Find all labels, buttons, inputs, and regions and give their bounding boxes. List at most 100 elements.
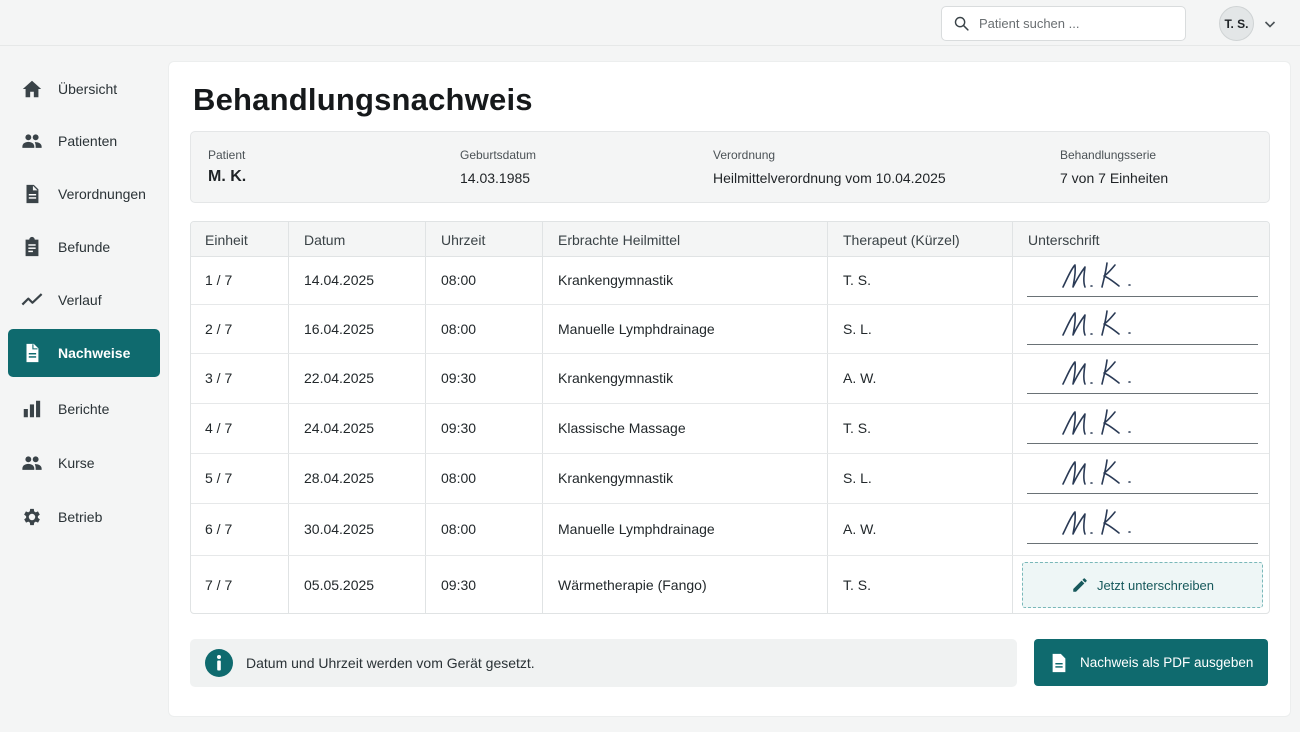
cell-datum: 05.05.2025 bbox=[304, 577, 375, 593]
sidebar-item-label: Betrieb bbox=[58, 509, 103, 525]
patient-search[interactable] bbox=[941, 6, 1186, 41]
pencil-icon bbox=[1073, 578, 1087, 592]
column-header-unterschrift: Unterschrift bbox=[1028, 232, 1100, 248]
prescription-info: Verordnung Heilmittelverordnung vom 10.0… bbox=[713, 148, 946, 186]
cell-datum: 30.04.2025 bbox=[304, 521, 375, 537]
patient-label: Patient bbox=[208, 148, 246, 162]
table-row: 1 / 7 14.04.2025 08:00 Krankengymnastik T. S… bbox=[191, 257, 1269, 305]
cell-uhrzeit: 09:30 bbox=[441, 577, 477, 593]
export-pdf-button[interactable]: Nachweis als PDF ausgeben bbox=[1034, 639, 1268, 686]
sidebar-item-label: Patienten bbox=[58, 133, 118, 149]
sidebar-item-verordnungen[interactable]: Verordnungen bbox=[8, 170, 160, 218]
cell-uhrzeit: 08:00 bbox=[441, 470, 477, 486]
export-pdf-label: Nachweis als PDF ausgeben bbox=[1080, 655, 1254, 670]
sidebar-item-patienten[interactable]: Patienten bbox=[8, 117, 160, 165]
signature-line bbox=[1027, 393, 1258, 394]
signature-line bbox=[1027, 296, 1258, 297]
cell-heilmittel: Krankengymnastik bbox=[558, 272, 674, 288]
column-divider bbox=[542, 222, 543, 613]
cell-therapeut: S. L. bbox=[843, 470, 872, 486]
cell-einheit: 4 / 7 bbox=[205, 420, 233, 436]
birthdate-value: 14.03.1985 bbox=[460, 170, 531, 186]
table-header: Einheit Datum Uhrzeit Erbrachte Heilmitt… bbox=[191, 222, 1269, 257]
signature-line bbox=[1027, 443, 1258, 444]
info-notice: Datum und Uhrzeit werden vom Gerät geset… bbox=[190, 639, 1017, 687]
cell-therapeut: T. S. bbox=[843, 577, 872, 593]
cell-therapeut: T. S. bbox=[843, 420, 872, 436]
top-bar: T. S. bbox=[0, 0, 1300, 46]
document-icon bbox=[21, 183, 43, 205]
column-divider bbox=[1012, 222, 1013, 613]
series-info: Behandlungsserie 7 von 7 Einheiten bbox=[1060, 148, 1168, 186]
signature-image bbox=[1062, 409, 1131, 435]
table-row: 5 / 7 28.04.2025 08:00 Krankengymnastik S. L… bbox=[191, 454, 1269, 504]
cell-datum: 14.04.2025 bbox=[304, 272, 375, 288]
sidebar-item-verlauf[interactable]: Verlauf bbox=[8, 276, 160, 324]
trend-icon bbox=[21, 289, 43, 311]
signature-image bbox=[1062, 310, 1131, 336]
signature-image bbox=[1062, 509, 1131, 535]
table-row: 4 / 7 24.04.2025 09:30 Klassische Massage T.… bbox=[191, 404, 1269, 454]
signature-image bbox=[1062, 459, 1131, 485]
sidebar-item-befunde[interactable]: Befunde bbox=[8, 223, 160, 271]
cell-uhrzeit: 09:30 bbox=[441, 370, 477, 386]
signature-field bbox=[1027, 404, 1258, 444]
main-card: Behandlungsnachweis Patient M. K. Geburt… bbox=[169, 62, 1290, 716]
patient-info-panel: Patient M. K. Geburtsdatum 14.03.1985 Ve… bbox=[190, 131, 1270, 203]
birthdate-info: Geburtsdatum 14.03.1985 bbox=[460, 148, 536, 186]
patient-info: Patient M. K. bbox=[208, 148, 246, 186]
user-avatar[interactable]: T. S. bbox=[1219, 6, 1254, 41]
column-divider bbox=[827, 222, 828, 613]
chevron-down-icon[interactable] bbox=[1262, 16, 1278, 32]
sidebar-item-label: Berichte bbox=[58, 401, 110, 417]
sidebar-item-berichte[interactable]: Berichte bbox=[8, 385, 160, 433]
signature-field bbox=[1027, 454, 1258, 494]
search-icon bbox=[954, 16, 969, 31]
cell-heilmittel: Krankengymnastik bbox=[558, 370, 674, 386]
group-icon bbox=[21, 452, 43, 474]
search-input[interactable] bbox=[979, 16, 1169, 31]
cell-uhrzeit: 08:00 bbox=[441, 521, 477, 537]
signature-field bbox=[1027, 354, 1258, 394]
column-header-einheit: Einheit bbox=[205, 232, 248, 248]
table-row: 3 / 7 22.04.2025 09:30 Krankengymnastik A. W… bbox=[191, 354, 1269, 404]
cell-einheit: 7 / 7 bbox=[205, 577, 233, 593]
treatment-table: Einheit Datum Uhrzeit Erbrachte Heilmitt… bbox=[190, 221, 1270, 614]
sidebar-item-label: Nachweise bbox=[58, 345, 131, 361]
cell-uhrzeit: 08:00 bbox=[441, 272, 477, 288]
sign-now-button[interactable]: Jetzt unterschreiben bbox=[1022, 562, 1263, 608]
cell-therapeut: A. W. bbox=[843, 521, 877, 537]
signature-image bbox=[1062, 262, 1131, 288]
document-icon bbox=[1052, 653, 1066, 672]
page-title: Behandlungsnachweis bbox=[193, 82, 533, 117]
sidebar-item-nachweise[interactable]: Nachweise bbox=[8, 329, 160, 377]
sidebar-item-kurse[interactable]: Kurse bbox=[8, 439, 160, 487]
signature-field bbox=[1027, 305, 1258, 345]
table-row: 2 / 7 16.04.2025 08:00 Manuelle Lymphdraina… bbox=[191, 305, 1269, 354]
cell-therapeut: T. S. bbox=[843, 272, 872, 288]
cell-datum: 22.04.2025 bbox=[304, 370, 375, 386]
signature-field bbox=[1027, 257, 1258, 297]
cell-datum: 16.04.2025 bbox=[304, 321, 375, 337]
cell-einheit: 6 / 7 bbox=[205, 521, 233, 537]
people-icon bbox=[21, 130, 43, 152]
cell-einheit: 1 / 7 bbox=[205, 272, 233, 288]
cell-heilmittel: Manuelle Lymphdrainage bbox=[558, 521, 715, 537]
series-label: Behandlungsserie bbox=[1060, 148, 1157, 162]
sidebar-item-betrieb[interactable]: Betrieb bbox=[8, 493, 160, 541]
cell-therapeut: S. L. bbox=[843, 321, 872, 337]
sidebar-item-uebersicht[interactable]: Übersicht bbox=[8, 65, 160, 113]
cell-uhrzeit: 08:00 bbox=[441, 321, 477, 337]
signature-image bbox=[1062, 359, 1131, 385]
cell-heilmittel: Manuelle Lymphdrainage bbox=[558, 321, 715, 337]
cell-einheit: 2 / 7 bbox=[205, 321, 233, 337]
cell-uhrzeit: 09:30 bbox=[441, 420, 477, 436]
series-value: 7 von 7 Einheiten bbox=[1060, 170, 1169, 186]
cell-heilmittel: Wärmetherapie (Fango) bbox=[558, 577, 707, 593]
column-header-heilmittel: Erbrachte Heilmittel bbox=[558, 232, 681, 248]
patient-value: M. K. bbox=[208, 168, 247, 185]
clipboard-icon bbox=[21, 236, 43, 258]
column-header-uhrzeit: Uhrzeit bbox=[441, 232, 486, 248]
signature-field bbox=[1027, 504, 1258, 544]
prescription-label: Verordnung bbox=[713, 148, 776, 162]
